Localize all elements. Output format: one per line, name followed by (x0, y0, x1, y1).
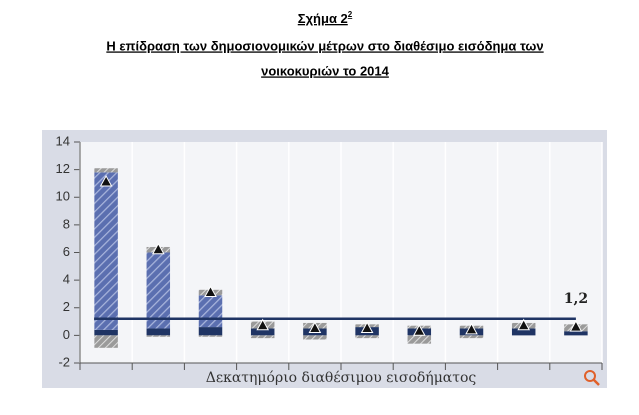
bar-segment (94, 172, 118, 330)
chart-title: Σχήμα 22 (298, 10, 353, 26)
y-tick-label: 0 (63, 327, 70, 342)
bar-segment (94, 168, 118, 173)
zoom-icon[interactable] (584, 370, 600, 386)
bar-segment (198, 335, 223, 337)
zoom-circle (584, 370, 596, 382)
y-tick-label: 12 (56, 161, 70, 176)
total-marker (308, 321, 322, 333)
total-marker (360, 321, 374, 333)
x-axis-label: Δεκατημόριο διαθέσιμου εισοδήματος (206, 369, 477, 386)
total-marker (412, 324, 426, 336)
title-superscript: 2 (348, 10, 353, 19)
title-text: Σχήμα 2 (298, 11, 348, 26)
bar-segment (355, 335, 379, 339)
y-tick-label: 8 (63, 216, 70, 231)
bar-segment (250, 328, 275, 336)
y-tick-label: 10 (56, 189, 70, 204)
bar-segment (198, 327, 223, 336)
bar-segment (146, 335, 171, 337)
total-marker (465, 322, 478, 335)
bar-segment (146, 328, 171, 336)
bar-segment (459, 335, 484, 339)
total-marker (99, 175, 113, 187)
bar-segment (94, 329, 118, 336)
zoom-handle (593, 379, 600, 386)
bar-segment (303, 335, 327, 340)
bar-segment (94, 335, 118, 348)
subtitle-line: νοικοκυριών το 2014 (261, 63, 390, 78)
total-marker (151, 242, 165, 255)
y-tick-label: 6 (63, 244, 70, 259)
y-tick-label: -2 (58, 354, 70, 369)
bar-segment (407, 335, 432, 344)
bar-segment (250, 335, 275, 339)
bar-segment (198, 295, 223, 328)
total-marker (569, 320, 583, 332)
y-tick-label: 14 (56, 133, 70, 148)
reference-label: 1,2 (564, 291, 588, 307)
bar-segment (511, 328, 536, 336)
subtitle-line: Η επίδραση των δημοσιονομικών μέτρων στο… (106, 38, 543, 53)
y-tick-label: 2 (63, 299, 70, 314)
total-marker (517, 318, 531, 331)
y-tick-label: 4 (63, 272, 70, 287)
bar-segment (146, 252, 171, 329)
total-marker (204, 285, 217, 298)
total-marker (256, 318, 270, 331)
bar-segment (564, 331, 588, 336)
